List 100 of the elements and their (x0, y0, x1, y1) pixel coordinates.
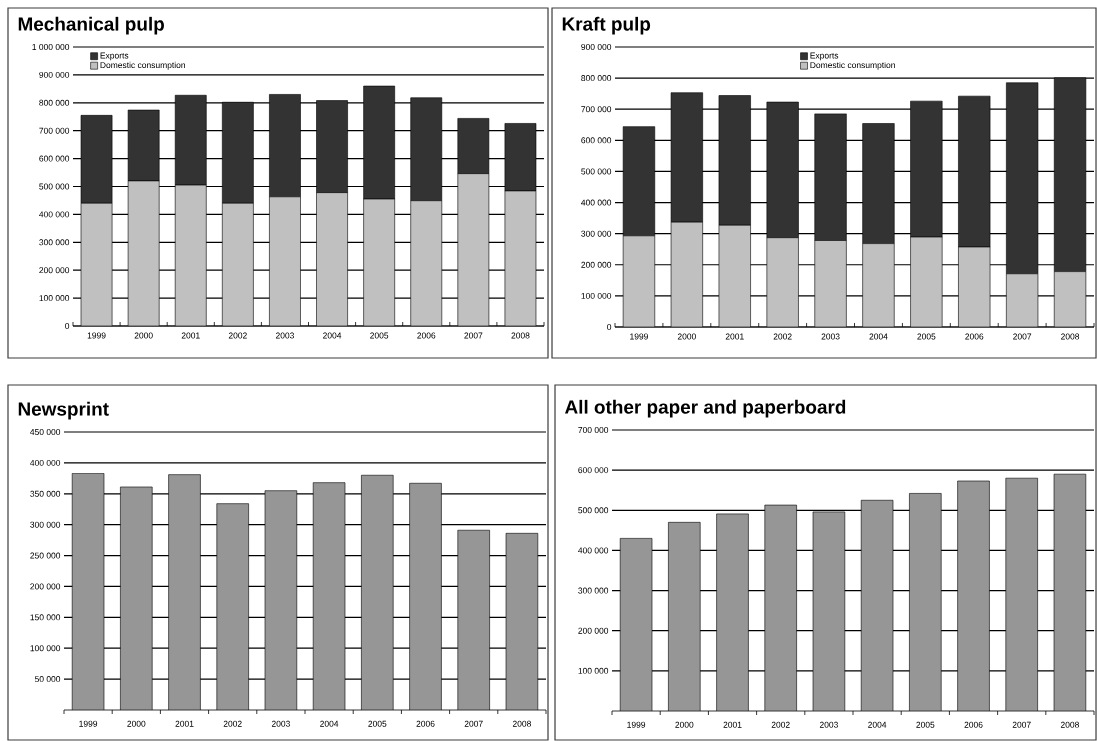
x-tick-label: 2003 (271, 720, 290, 727)
bar (1006, 273, 1038, 327)
y-tick-label: 450 000 (30, 429, 61, 435)
y-tick-label: 900 000 (39, 71, 70, 78)
x-tick-label: 2007 (464, 720, 483, 727)
x-tick-label: 2005 (368, 720, 387, 727)
x-tick-label: 2008 (512, 720, 531, 727)
y-tick-label: 700 000 (578, 427, 609, 433)
y-tick-label: 0 (65, 323, 70, 329)
bar (457, 530, 490, 710)
bar (72, 473, 105, 710)
x-tick-label: 2000 (675, 721, 694, 728)
y-tick-label: 200 000 (581, 261, 612, 268)
y-tick-label: 500 000 (39, 183, 70, 190)
y-tick-label: 100 000 (581, 292, 612, 299)
bar (718, 225, 751, 327)
x-tick-label: 2001 (725, 333, 744, 340)
bar (958, 247, 991, 327)
bar (409, 483, 442, 710)
legend-label: Exports (100, 52, 129, 61)
chart-title: Kraft pulp (562, 16, 651, 35)
y-tick-label: 100 000 (578, 667, 609, 674)
x-tick-label: 2008 (1061, 333, 1080, 340)
y-tick-label: 100 000 (39, 295, 70, 302)
x-tick-label: 2004 (868, 721, 887, 728)
bar (265, 490, 297, 710)
bar (120, 486, 153, 710)
y-tick-label: 0 (607, 324, 612, 330)
y-tick-label: 1 000 000 (32, 44, 70, 50)
y-tick-label: 500 000 (581, 168, 612, 175)
bar (168, 474, 201, 710)
y-tick-label: 200 000 (578, 627, 609, 634)
x-tick-label: 2003 (821, 333, 840, 340)
bar (814, 240, 847, 327)
x-tick-label: 1999 (627, 721, 646, 728)
x-tick-label: 2003 (275, 332, 294, 339)
x-tick-label: 2006 (964, 721, 983, 728)
x-tick-label: 2004 (320, 720, 339, 727)
x-tick-label: 2001 (723, 721, 742, 728)
chart-title: All other paper and paperboard (564, 399, 846, 418)
bar (1005, 478, 1038, 711)
y-tick-label: 800 000 (39, 99, 70, 106)
chart-title: Newsprint (18, 401, 109, 420)
bar (957, 480, 990, 711)
bar (862, 243, 895, 327)
x-tick-label: 2008 (511, 332, 530, 339)
bar (504, 190, 537, 326)
y-tick-label: 900 000 (581, 44, 612, 50)
legend-label: Domestic consumption (100, 61, 185, 70)
chart-title: Mechanical pulp (18, 16, 164, 35)
legend-label: Domestic consumption (810, 61, 895, 70)
y-tick-label: 500 000 (578, 507, 609, 514)
bar (457, 173, 489, 326)
bar (1053, 271, 1087, 327)
x-tick-label: 2002 (228, 332, 247, 339)
x-tick-label: 2006 (417, 332, 436, 339)
x-tick-label: 2007 (464, 332, 483, 339)
y-tick-label: 200 000 (30, 583, 61, 590)
x-tick-label: 2002 (773, 333, 792, 340)
bar (813, 511, 845, 711)
x-tick-label: 2005 (916, 721, 935, 728)
bar (766, 237, 799, 327)
bar (910, 237, 943, 327)
bar (410, 200, 442, 326)
x-tick-label: 2007 (1012, 721, 1031, 728)
x-tick-label: 2001 (181, 332, 200, 339)
bar (716, 513, 749, 711)
x-tick-label: 1999 (79, 720, 98, 727)
x-tick-label: 2002 (771, 721, 790, 728)
y-tick-label: 700 000 (581, 106, 612, 113)
x-tick-label: 2006 (965, 333, 984, 340)
bar (81, 203, 113, 326)
y-tick-label: 100 000 (30, 645, 61, 652)
x-tick-label: 2005 (917, 333, 936, 340)
x-tick-label: 1999 (630, 333, 648, 340)
x-tick-label: 2008 (1060, 721, 1079, 728)
x-tick-label: 2000 (127, 720, 146, 727)
bar (909, 493, 942, 711)
bar (861, 500, 894, 711)
x-tick-label: 2005 (370, 332, 389, 339)
y-tick-label: 150 000 (30, 614, 61, 621)
x-tick-label: 1999 (87, 332, 106, 339)
bar (623, 235, 655, 327)
x-tick-label: 2000 (677, 333, 696, 340)
bar (269, 196, 301, 326)
x-tick-label: 2002 (223, 720, 242, 727)
x-tick-label: 2003 (819, 721, 838, 728)
bar (363, 199, 395, 326)
y-tick-label: 350 000 (30, 490, 61, 497)
bar (764, 505, 797, 711)
bar (222, 203, 254, 326)
y-tick-label: 300 000 (39, 239, 70, 246)
bar (1053, 473, 1087, 711)
y-tick-label: 400 000 (30, 459, 61, 466)
bar (128, 180, 160, 326)
x-tick-label: 2004 (869, 333, 888, 340)
y-tick-label: 250 000 (30, 552, 61, 559)
y-tick-label: 700 000 (39, 127, 70, 134)
y-tick-label: 300 000 (581, 230, 612, 237)
x-tick-label: 2001 (175, 720, 194, 727)
